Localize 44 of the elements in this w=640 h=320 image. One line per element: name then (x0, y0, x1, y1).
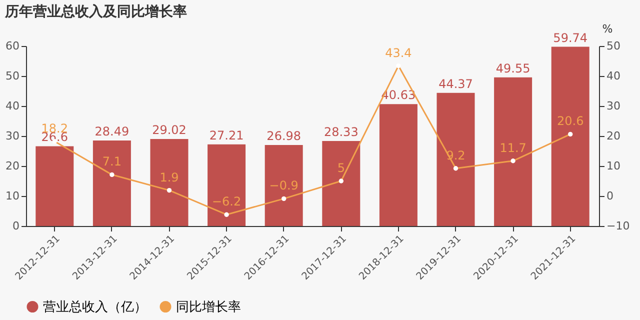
data-label: 20.6 (556, 114, 584, 128)
bar (264, 145, 303, 226)
y-tick-label: 10 (6, 190, 20, 202)
y2-tick-label: 0 (606, 190, 614, 202)
data-label: 28.49 (94, 124, 130, 139)
bar (208, 144, 246, 226)
y2-tick-label: 40 (606, 70, 620, 82)
y2-tick-label: −10 (606, 220, 630, 232)
bar (494, 77, 532, 226)
data-label: 1.9 (160, 170, 179, 184)
y-tick-label: 0 (12, 220, 20, 232)
data-label: 28.33 (324, 125, 358, 140)
y-tick-label: 30 (6, 130, 20, 142)
data-label: 59.74 (553, 30, 588, 45)
bar (379, 104, 418, 226)
legend-label: 同比增长率 (176, 298, 241, 315)
y2-tick-label: 20 (606, 130, 620, 142)
y-tick-label: 20 (6, 160, 20, 172)
data-label: −0.9 (269, 178, 298, 193)
bar (436, 92, 475, 226)
y-tick-label: 60 (6, 40, 20, 52)
bar (551, 46, 590, 226)
data-label: 43.4 (385, 46, 412, 60)
data-label: 49.55 (496, 61, 530, 76)
data-label: 44.37 (438, 76, 473, 91)
bar (150, 138, 188, 226)
y2-axis-title: % (602, 22, 613, 36)
legend-label: 营业总收入（亿） (43, 300, 147, 315)
bar (92, 140, 131, 226)
data-label: 29.02 (152, 122, 186, 137)
y2-tick-label: 10 (606, 160, 620, 172)
y2-tick-label: 30 (606, 100, 620, 112)
data-label: 7.1 (102, 154, 122, 169)
data-label: 26.98 (266, 129, 302, 144)
data-label: 11.7 (500, 140, 526, 155)
bar (36, 146, 74, 226)
bar (322, 141, 360, 226)
y-tick-label: 50 (6, 70, 20, 82)
chart-title: 历年营业总收入及同比增长率 (4, 3, 188, 20)
data-label: 5 (337, 161, 345, 175)
data-label: 27.21 (209, 128, 244, 142)
data-label: −6.2 (212, 194, 242, 209)
y2-tick-label: 50 (606, 40, 620, 52)
y-tick-label: 40 (6, 100, 20, 112)
